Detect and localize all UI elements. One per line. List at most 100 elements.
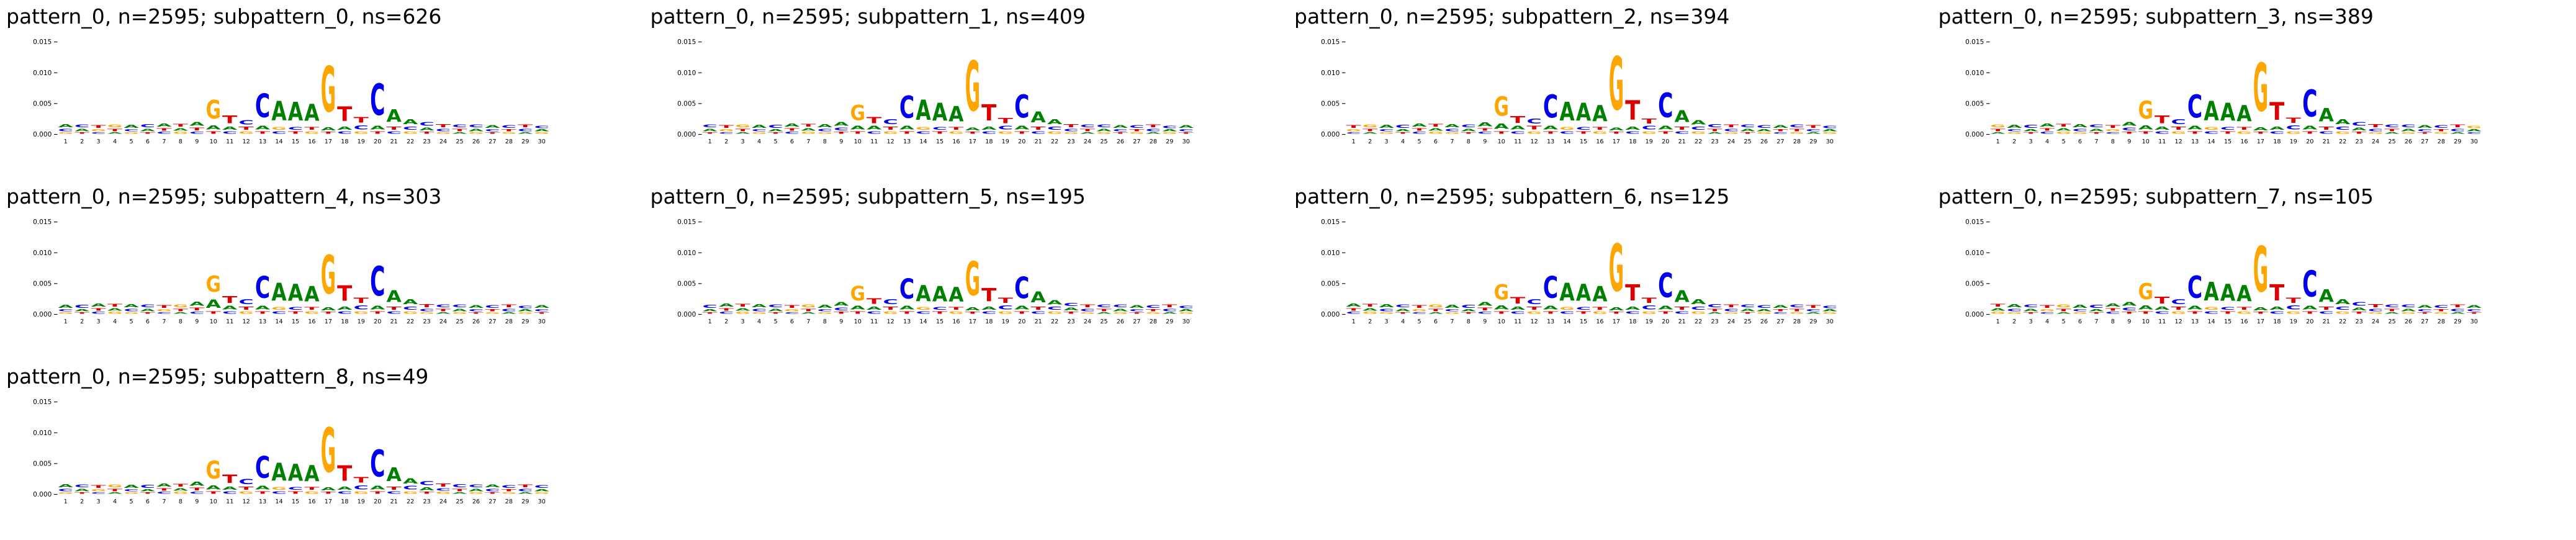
svg-text:G: G — [304, 491, 319, 495]
svg-text:4: 4 — [757, 318, 760, 325]
svg-text:0.010: 0.010 — [1965, 70, 1984, 77]
svg-text:15: 15 — [1580, 138, 1587, 145]
svg-text:A: A — [1162, 312, 1178, 315]
svg-text:G: G — [948, 311, 963, 315]
svg-text:A: A — [834, 302, 849, 307]
logo-panel: pattern_0, n=2595; subpattern_8, ns=49 0… — [0, 360, 644, 540]
svg-text:1: 1 — [64, 138, 68, 145]
svg-text:G: G — [1162, 132, 1177, 134]
svg-text:10: 10 — [2141, 138, 2149, 145]
svg-text:G: G — [91, 488, 106, 492]
svg-text:C: C — [2351, 302, 2366, 307]
svg-text:G: G — [1609, 232, 1624, 307]
svg-text:22: 22 — [1695, 138, 1702, 145]
svg-text:G: G — [485, 312, 500, 314]
svg-text:28: 28 — [505, 318, 513, 325]
svg-text:C: C — [2400, 304, 2415, 308]
svg-text:C: C — [370, 443, 385, 485]
svg-text:T: T — [932, 310, 947, 314]
svg-text:G: G — [2039, 308, 2054, 312]
svg-text:C: C — [2335, 306, 2349, 311]
svg-text:T: T — [2367, 124, 2383, 128]
svg-text:T: T — [1079, 128, 1095, 132]
svg-text:A: A — [107, 492, 123, 495]
svg-text:A: A — [718, 303, 734, 308]
svg-text:T: T — [2433, 129, 2449, 132]
svg-text:A: A — [1444, 304, 1460, 309]
svg-text:G: G — [91, 128, 106, 132]
svg-text:T: T — [2220, 310, 2235, 314]
svg-text:A: A — [1691, 298, 1706, 305]
svg-text:C: C — [867, 310, 881, 314]
svg-text:C: C — [1412, 312, 1426, 314]
svg-text:28: 28 — [1149, 138, 1156, 145]
svg-text:C: C — [452, 304, 467, 308]
svg-text:T: T — [2155, 295, 2170, 305]
svg-text:A: A — [2302, 125, 2318, 131]
svg-text:A: A — [2155, 306, 2170, 311]
svg-text:C: C — [1379, 308, 1394, 312]
svg-text:C: C — [2417, 308, 2432, 312]
panel-title: pattern_0, n=2595; subpattern_0, ns=626 — [6, 4, 442, 29]
svg-text:C: C — [1477, 131, 1492, 134]
svg-text:27: 27 — [489, 318, 496, 325]
svg-text:G: G — [2236, 131, 2251, 135]
svg-text:A: A — [834, 122, 849, 127]
svg-text:G: G — [534, 492, 549, 494]
svg-text:C: C — [91, 132, 106, 134]
svg-text:C: C — [1724, 128, 1739, 132]
svg-text:C: C — [2072, 128, 2087, 132]
svg-text:A: A — [965, 127, 980, 132]
svg-text:C: C — [387, 490, 402, 494]
svg-text:6: 6 — [790, 138, 793, 145]
svg-text:G: G — [2433, 312, 2448, 314]
svg-text:C: C — [2220, 307, 2235, 311]
svg-text:C: C — [255, 451, 270, 485]
svg-text:6: 6 — [1434, 318, 1438, 325]
svg-text:A: A — [436, 312, 451, 315]
svg-text:A: A — [1030, 109, 1046, 126]
svg-text:C: C — [1444, 128, 1459, 132]
svg-text:27: 27 — [1777, 318, 1784, 325]
svg-text:A: A — [768, 129, 783, 132]
svg-text:0.010: 0.010 — [33, 70, 52, 77]
svg-text:T: T — [74, 492, 90, 495]
svg-text:A: A — [337, 306, 353, 311]
svg-text:C: C — [255, 88, 270, 125]
svg-text:T: T — [1740, 312, 1755, 315]
svg-text:A: A — [1740, 308, 1755, 312]
svg-text:9: 9 — [195, 318, 199, 325]
svg-text:0.000: 0.000 — [677, 131, 696, 138]
svg-text:G: G — [2006, 132, 2021, 134]
svg-text:T: T — [948, 306, 964, 310]
svg-text:T: T — [2450, 304, 2466, 308]
svg-text:26: 26 — [472, 498, 480, 505]
svg-text:G: G — [751, 132, 766, 134]
svg-text:A: A — [452, 492, 467, 495]
svg-text:18: 18 — [1629, 318, 1636, 325]
svg-text:10: 10 — [210, 138, 217, 145]
svg-text:G: G — [469, 492, 484, 494]
svg-text:T: T — [173, 308, 189, 312]
svg-text:C: C — [255, 271, 270, 305]
svg-text:C: C — [2171, 298, 2186, 305]
svg-text:4: 4 — [2045, 318, 2048, 325]
svg-text:0.015: 0.015 — [677, 218, 696, 226]
svg-text:A: A — [1063, 307, 1079, 312]
svg-text:T: T — [1162, 304, 1178, 308]
svg-text:G: G — [948, 131, 963, 135]
svg-text:A: A — [1707, 132, 1723, 135]
svg-text:1: 1 — [1352, 318, 1356, 325]
svg-text:C: C — [534, 485, 549, 489]
svg-text:29: 29 — [2454, 138, 2461, 145]
panel-title: pattern_0, n=2595; subpattern_2, ns=394 — [1294, 4, 1730, 29]
svg-text:4: 4 — [113, 138, 117, 145]
svg-text:G: G — [2433, 132, 2448, 134]
svg-text:C: C — [2023, 124, 2038, 129]
svg-text:A: A — [2269, 126, 2285, 131]
svg-text:G: G — [916, 127, 930, 131]
svg-text:G: G — [354, 131, 369, 135]
svg-text:30: 30 — [1826, 138, 1834, 145]
svg-text:T: T — [1014, 310, 1030, 314]
svg-text:G: G — [1691, 311, 1706, 315]
